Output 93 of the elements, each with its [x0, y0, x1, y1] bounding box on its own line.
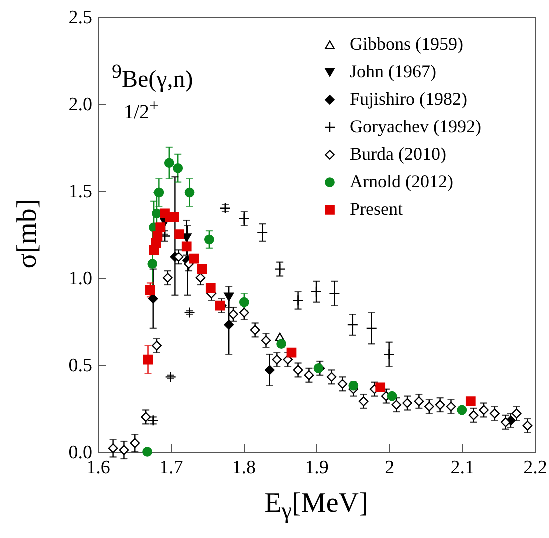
point: [239, 297, 250, 308]
point: [164, 158, 174, 168]
point: [239, 308, 250, 318]
point: [146, 285, 156, 296]
point: [174, 252, 184, 262]
point: [479, 405, 489, 416]
point: [165, 372, 176, 383]
point: [143, 354, 154, 365]
point: [512, 408, 522, 419]
x-tick-label: 1.8: [232, 458, 256, 478]
point: [224, 320, 234, 330]
point: [170, 212, 180, 222]
point: [384, 348, 395, 360]
point: [326, 372, 337, 382]
point: [435, 400, 446, 410]
point: [376, 382, 386, 393]
point: [348, 380, 359, 391]
x-tick-label: 2.1: [450, 458, 475, 478]
point: [228, 310, 238, 320]
point: [366, 322, 378, 334]
point: [468, 410, 479, 420]
point: [250, 325, 260, 336]
x-tick-label: 2: [385, 458, 395, 478]
point: [154, 188, 164, 198]
y-tick-label: 0.5: [68, 356, 92, 376]
point: [108, 444, 118, 454]
point: [500, 417, 511, 428]
point: [304, 370, 314, 380]
legend-label: Gibbons (1959): [350, 34, 464, 54]
point: [310, 286, 322, 298]
point: [220, 202, 232, 214]
point: [162, 273, 173, 283]
legend-label: Arnold (2012): [350, 172, 454, 192]
point: [173, 163, 184, 174]
point: [148, 259, 158, 269]
point: [257, 227, 268, 238]
point: [293, 365, 304, 376]
legend-label: Present: [350, 199, 403, 219]
point: [119, 445, 130, 456]
point: [184, 307, 196, 318]
point: [392, 400, 402, 410]
point: [197, 264, 208, 274]
point: [276, 339, 286, 350]
point: [347, 319, 359, 331]
point: [204, 234, 214, 245]
point: [152, 340, 162, 351]
legend-label: Burda (2010): [350, 144, 446, 164]
x-tick-label: 1.9: [305, 458, 329, 478]
point: [206, 284, 216, 294]
point: [338, 379, 348, 390]
point: [130, 438, 140, 448]
point: [224, 292, 234, 302]
legend-label: Goryachev (1992): [350, 116, 482, 136]
point: [141, 412, 151, 422]
point: [272, 354, 282, 365]
point: [358, 396, 369, 406]
x-tick-label: 1.6: [86, 458, 110, 478]
point: [387, 391, 398, 402]
point: [457, 405, 468, 416]
x-tick-label: 2.2: [524, 458, 548, 478]
point: [329, 288, 340, 300]
point: [414, 396, 424, 406]
point: [184, 188, 195, 198]
point: [189, 254, 200, 264]
point: [156, 222, 166, 232]
y-tick-label: 1.5: [68, 182, 92, 202]
legend-label: Fujishiro (1982): [350, 89, 468, 109]
point: [424, 402, 434, 412]
point: [286, 348, 297, 358]
point: [196, 273, 206, 283]
x-axis-title: E$_{γ}$[MeV]: [264, 488, 370, 525]
point: [446, 402, 456, 412]
y-tick-label: 2.0: [68, 94, 92, 116]
y-axis-title: σ[mb]: [12, 198, 43, 270]
point: [174, 230, 185, 240]
point: [402, 398, 412, 408]
point: [292, 295, 304, 306]
point: [274, 264, 286, 275]
point: [466, 396, 476, 406]
point: [148, 294, 158, 304]
y-tick-label: 1.0: [68, 268, 92, 290]
point: [264, 365, 275, 376]
point: [522, 420, 533, 431]
point: [182, 242, 192, 252]
annotation: $^{9}$Be(γ,n): [112, 61, 194, 93]
point: [152, 231, 163, 242]
point: [490, 408, 500, 419]
annotation: 1/2$^{+}$: [124, 96, 159, 124]
x-tick-label: 1.7: [159, 458, 184, 478]
y-tick-label: 2.5: [68, 8, 92, 28]
legend-label: John (1967): [350, 62, 436, 82]
point: [142, 447, 152, 457]
point: [261, 336, 272, 346]
